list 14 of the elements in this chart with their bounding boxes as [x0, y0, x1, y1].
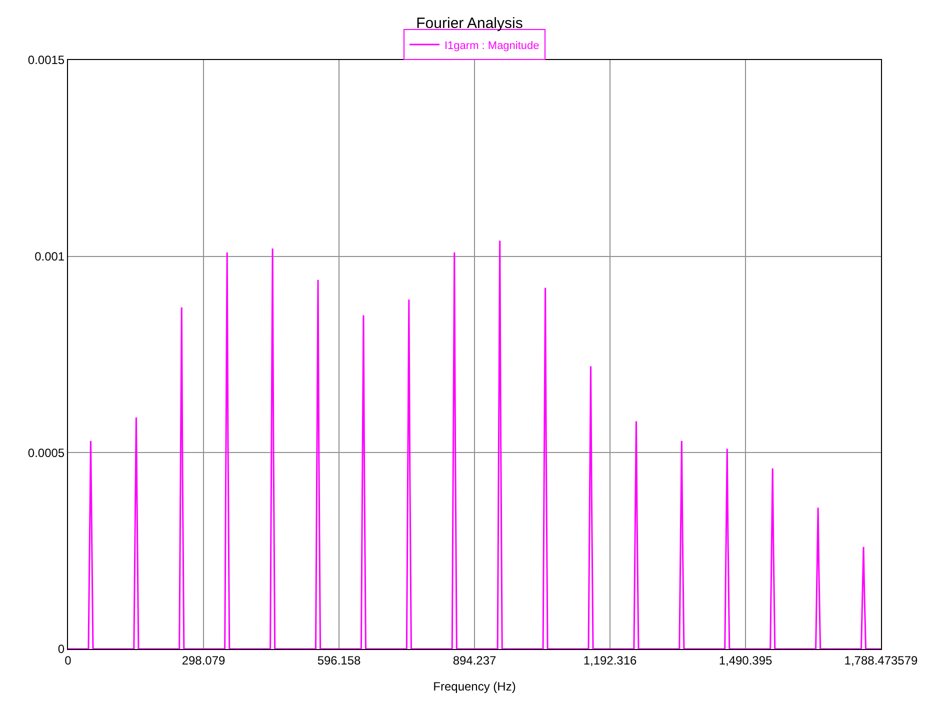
line-series: [68, 240, 881, 649]
x-tick-label: 1,490.395: [718, 653, 773, 668]
y-tick-label: 0.0005: [28, 446, 65, 460]
legend-label: I1garm : Magnitude: [444, 40, 540, 52]
x-tick-label: 596.158: [317, 653, 362, 668]
x-axis-title: Frequency (Hz): [433, 679, 516, 694]
y-tick-label: 0: [58, 642, 65, 656]
x-tick-label: 298.079: [182, 653, 226, 668]
x-tick-label: 1,192.316: [583, 653, 638, 668]
y-tick-label: 0.001: [34, 250, 65, 264]
chart-title: Fourier Analysis: [416, 15, 523, 32]
x-tick-label: 894.237: [452, 653, 497, 668]
y-tick-label: 0.0015: [28, 53, 65, 68]
x-tick-label: 1,788.473579: [844, 653, 918, 668]
